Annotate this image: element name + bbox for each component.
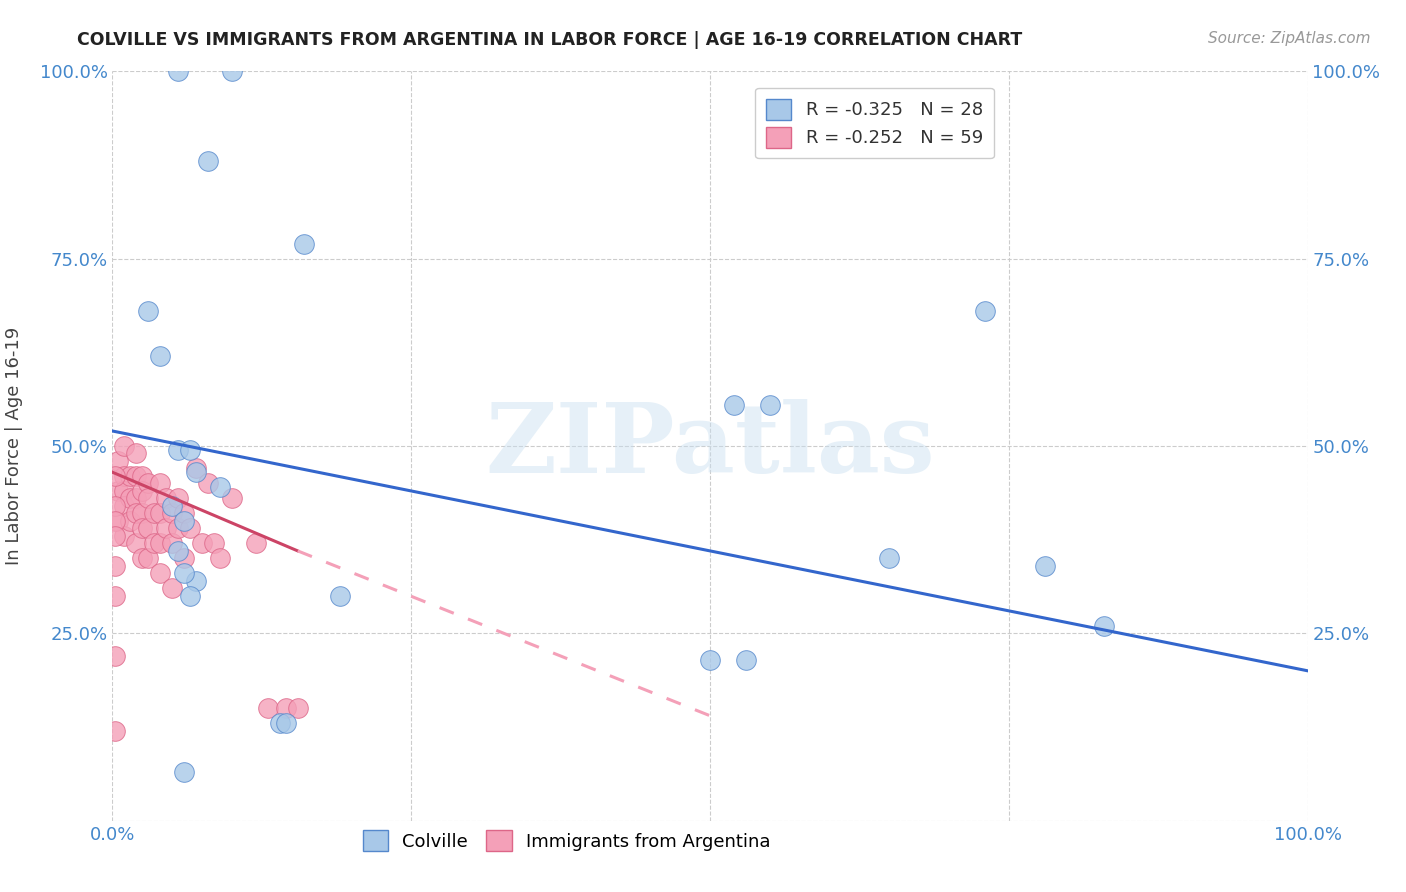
Point — [104, 499, 127, 513]
Point — [274, 716, 297, 731]
Point — [167, 64, 190, 78]
Point — [131, 551, 153, 566]
Point — [149, 507, 172, 521]
Point — [149, 566, 172, 581]
Point — [974, 304, 997, 318]
Point — [125, 446, 148, 460]
Point — [173, 566, 195, 581]
Point — [287, 701, 309, 715]
Point — [107, 514, 129, 528]
Point — [221, 491, 243, 506]
Point — [114, 439, 135, 453]
Point — [759, 398, 782, 412]
Point — [138, 304, 160, 318]
Point — [723, 398, 745, 412]
Point — [107, 483, 129, 498]
Point — [125, 536, 148, 550]
Point — [179, 442, 201, 457]
Point — [197, 476, 219, 491]
Point — [191, 536, 214, 550]
Point — [167, 442, 190, 457]
Point — [138, 551, 160, 566]
Point — [269, 716, 291, 731]
Point — [162, 507, 183, 521]
Legend: Colville, Immigrants from Argentina: Colville, Immigrants from Argentina — [354, 822, 779, 860]
Point — [104, 589, 127, 603]
Point — [221, 64, 243, 78]
Point — [155, 491, 177, 506]
Text: ZIPatlas: ZIPatlas — [485, 399, 935, 493]
Point — [125, 507, 148, 521]
Point — [257, 701, 280, 715]
Point — [197, 154, 219, 169]
Point — [274, 701, 297, 715]
Point — [209, 480, 232, 494]
Point — [162, 499, 183, 513]
Point — [167, 491, 190, 506]
Point — [209, 551, 232, 566]
Point — [162, 582, 183, 596]
Point — [735, 652, 758, 666]
Point — [162, 536, 183, 550]
Point — [104, 469, 127, 483]
Point — [131, 521, 153, 535]
Point — [173, 507, 195, 521]
Point — [186, 461, 208, 475]
Point — [173, 764, 195, 779]
Point — [131, 469, 153, 483]
Point — [114, 469, 135, 483]
Point — [104, 514, 127, 528]
Point — [114, 483, 135, 498]
Point — [107, 454, 129, 468]
Point — [131, 483, 153, 498]
Point — [292, 236, 315, 251]
Point — [155, 521, 177, 535]
Point — [699, 652, 721, 666]
Point — [143, 507, 166, 521]
Point — [186, 465, 208, 479]
Point — [1033, 558, 1056, 573]
Point — [104, 558, 127, 573]
Point — [1094, 619, 1116, 633]
Point — [173, 551, 195, 566]
Point — [114, 499, 135, 513]
Point — [125, 491, 148, 506]
Point — [104, 529, 127, 543]
Text: Source: ZipAtlas.com: Source: ZipAtlas.com — [1208, 31, 1371, 46]
Point — [114, 529, 135, 543]
Point — [149, 476, 172, 491]
Point — [104, 648, 127, 663]
Point — [120, 514, 142, 528]
Point — [179, 521, 201, 535]
Point — [179, 589, 201, 603]
Point — [173, 514, 195, 528]
Point — [143, 536, 166, 550]
Text: COLVILLE VS IMMIGRANTS FROM ARGENTINA IN LABOR FORCE | AGE 16-19 CORRELATION CHA: COLVILLE VS IMMIGRANTS FROM ARGENTINA IN… — [77, 31, 1022, 49]
Point — [131, 507, 153, 521]
Point — [120, 469, 142, 483]
Y-axis label: In Labor Force | Age 16-19: In Labor Force | Age 16-19 — [6, 326, 22, 566]
Point — [125, 469, 148, 483]
Point — [245, 536, 267, 550]
Point — [138, 491, 160, 506]
Point — [186, 574, 208, 588]
Point — [149, 536, 172, 550]
Point — [149, 349, 172, 363]
Point — [202, 536, 225, 550]
Point — [138, 476, 160, 491]
Point — [879, 551, 901, 566]
Point — [120, 491, 142, 506]
Point — [104, 723, 127, 738]
Point — [329, 589, 352, 603]
Point — [138, 521, 160, 535]
Point — [167, 544, 190, 558]
Point — [167, 521, 190, 535]
